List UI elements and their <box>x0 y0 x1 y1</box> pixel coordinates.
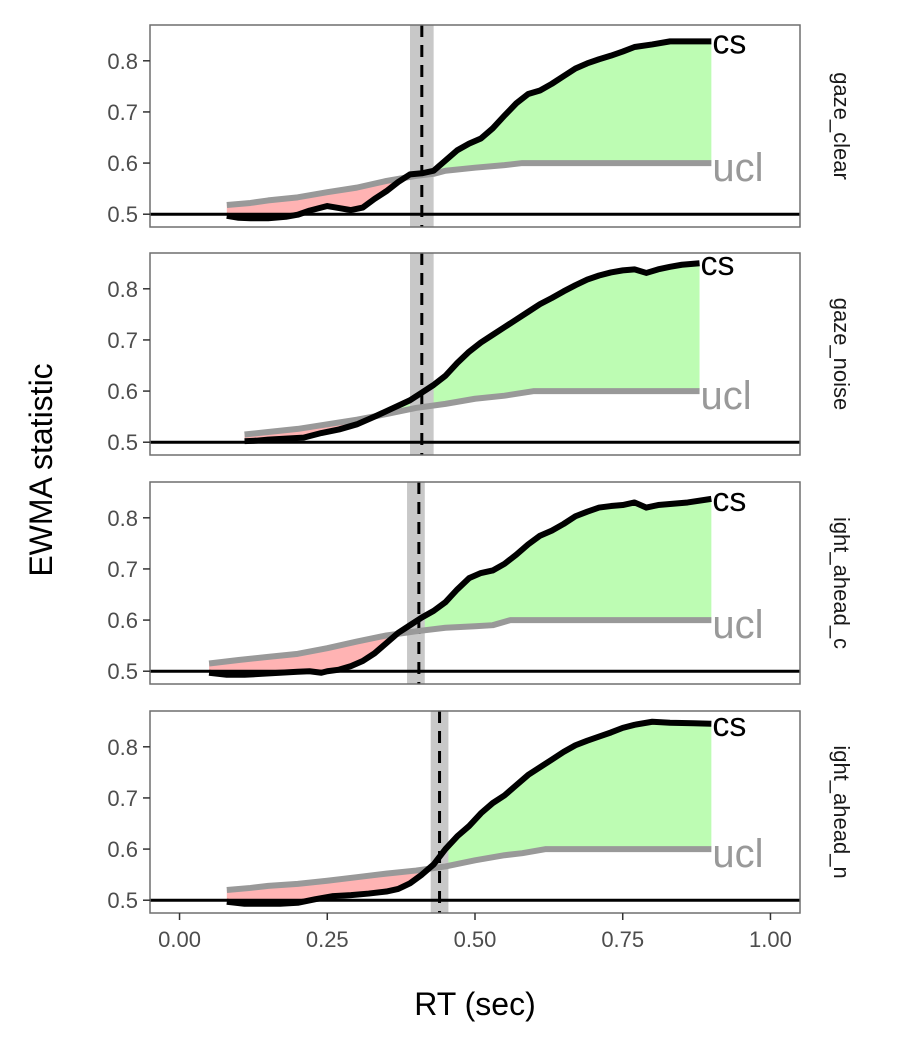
panel-plot-area <box>150 482 800 684</box>
panel-border <box>149 481 801 685</box>
y-tick-label: 0.8 <box>107 506 138 531</box>
strip: gaze_clear <box>829 72 854 180</box>
panel-plot-area <box>150 253 800 455</box>
y-tick-label: 0.8 <box>107 49 138 74</box>
cs-line <box>208 495 712 678</box>
cs-line <box>226 38 712 222</box>
panel-plot-area <box>150 711 800 913</box>
panel-border <box>149 252 801 456</box>
y-tick-label: 0.5 <box>107 888 138 913</box>
x-tick-label: 0.75 <box>601 927 644 952</box>
cs-end-label: cs <box>712 706 746 744</box>
panel-border <box>149 24 801 228</box>
ucl-end-label: ucl <box>712 603 763 647</box>
x-tick-label: 0.00 <box>158 927 201 952</box>
cutoff-band <box>407 482 425 684</box>
cs-line <box>244 260 700 445</box>
strip: ight_ahead_c <box>829 517 854 649</box>
cs-line <box>226 718 712 907</box>
x-axis: 0.00 0.25 0.50 0.75 1.00 <box>158 913 792 952</box>
panel-3: 0.5 0.6 0.7 0.8 cs ucl ight_ahead_c <box>107 481 854 685</box>
ucl-end-label: ucl <box>701 374 752 418</box>
y-tick-label: 0.6 <box>107 379 138 404</box>
y-tick-label: 0.6 <box>107 608 138 633</box>
y-tick-label: 0.5 <box>107 659 138 684</box>
x-tick-label: 1.00 <box>749 927 792 952</box>
y-tick-label: 0.6 <box>107 837 138 862</box>
strip-label: ight_ahead_c <box>829 517 854 649</box>
above-ucl-fill <box>398 498 712 634</box>
panel-plot-area <box>150 25 800 227</box>
above-ucl-fill <box>429 721 712 869</box>
strip-label: ight_ahead_n <box>829 745 854 878</box>
cs-end-label: cs <box>701 245 735 283</box>
ucl-line <box>244 388 700 438</box>
panel-1: 0.5 0.6 0.7 0.8 cs ucl gaze_clear <box>107 23 854 228</box>
y-tick-label: 0.8 <box>107 277 138 302</box>
facet-panels: 0.5 0.6 0.7 0.8 cs ucl gaze_clear 0.5 0.6 0.7 0.8 c… <box>107 23 854 914</box>
x-tick-label: 0.50 <box>454 927 497 952</box>
y-tick-label: 0.6 <box>107 151 138 176</box>
strip-label: gaze_clear <box>829 72 854 180</box>
above-ucl-fill <box>376 263 700 417</box>
strip: ight_ahead_n <box>829 745 854 878</box>
strip-label: gaze_noise <box>829 298 854 411</box>
y-tick-label: 0.5 <box>107 430 138 455</box>
ucl-line <box>226 160 712 208</box>
y-tick-label: 0.7 <box>107 328 138 353</box>
x-axis-title: RT (sec) <box>414 986 536 1022</box>
y-tick-label: 0.8 <box>107 735 138 760</box>
y-tick-label: 0.7 <box>107 557 138 582</box>
y-axis-title: EWMA statistic <box>23 363 59 576</box>
cs-end-label: cs <box>712 481 746 519</box>
panel-4: 0.5 0.6 0.7 0.8 cs ucl ight_ahead_n <box>107 706 854 914</box>
cs-end-label: cs <box>712 23 746 61</box>
y-tick-label: 0.7 <box>107 100 138 125</box>
panel-2: 0.5 0.6 0.7 0.8 cs ucl gaze_noise <box>107 245 854 456</box>
y-tick-label: 0.7 <box>107 786 138 811</box>
ucl-line <box>208 617 712 667</box>
above-ucl-fill <box>405 41 712 178</box>
y-tick-label: 0.5 <box>107 202 138 227</box>
ucl-end-label: ucl <box>712 832 763 876</box>
strip: gaze_noise <box>829 298 854 411</box>
x-tick-label: 0.25 <box>306 927 349 952</box>
ucl-end-label: ucl <box>712 146 763 190</box>
